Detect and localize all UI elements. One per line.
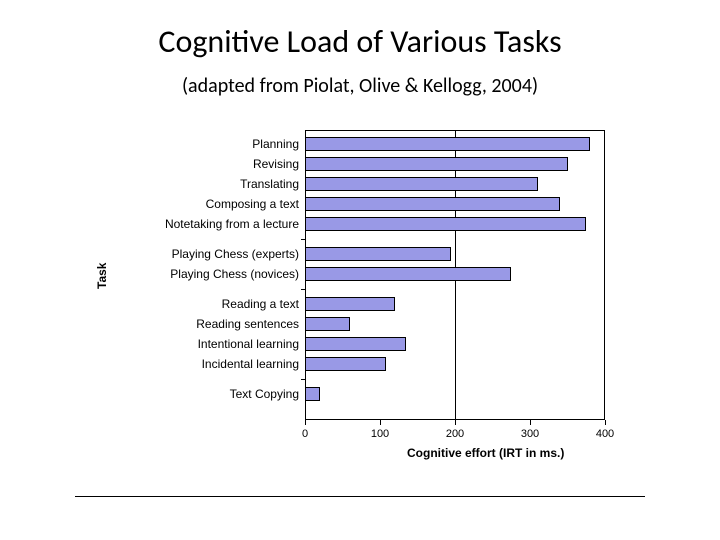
bar [305,317,350,331]
category-label: Composing a text [206,197,299,211]
slide-title: Cognitive Load of Various Tasks [0,22,720,61]
category-label: Playing Chess (novices) [170,267,299,281]
y-minor-tick [301,379,305,380]
bar-chart: Task Cognitive effort (IRT in ms.) Plann… [80,120,640,480]
bar [305,157,568,171]
y-minor-tick [301,289,305,290]
category-label: Translating [240,177,299,191]
x-tick-label: 300 [521,428,539,440]
bar [305,197,560,211]
category-label: Text Copying [230,387,299,401]
x-tick [380,420,381,425]
category-label: Planning [252,137,299,151]
x-tick [455,420,456,425]
x-tick [305,420,306,425]
category-label: Reading sentences [196,317,299,331]
bar [305,387,320,401]
bar [305,217,586,231]
x-tick-label: 0 [302,428,308,440]
y-axis-label: Task [95,263,109,289]
bar [305,337,406,351]
bar [305,177,538,191]
category-label: Notetaking from a lecture [165,217,299,231]
slide-subtitle: (adapted from Piolat, Olive & Kellogg, 2… [0,74,720,98]
category-label: Reading a text [222,297,299,311]
x-tick-label: 200 [446,428,464,440]
category-label: Incidental learning [202,357,299,371]
y-minor-tick [301,239,305,240]
x-tick [605,420,606,425]
category-label: Playing Chess (experts) [172,247,299,261]
bar [305,297,395,311]
x-tick-label: 100 [371,428,389,440]
x-axis-label: Cognitive effort (IRT in ms.) [407,446,564,460]
x-tick [530,420,531,425]
x-tick-label: 400 [596,428,614,440]
bar [305,137,590,151]
category-label: Intentional learning [198,337,299,351]
footer-rule [75,496,645,497]
bar [305,357,386,371]
category-label: Revising [253,157,299,171]
bar [305,247,451,261]
bar [305,267,511,281]
